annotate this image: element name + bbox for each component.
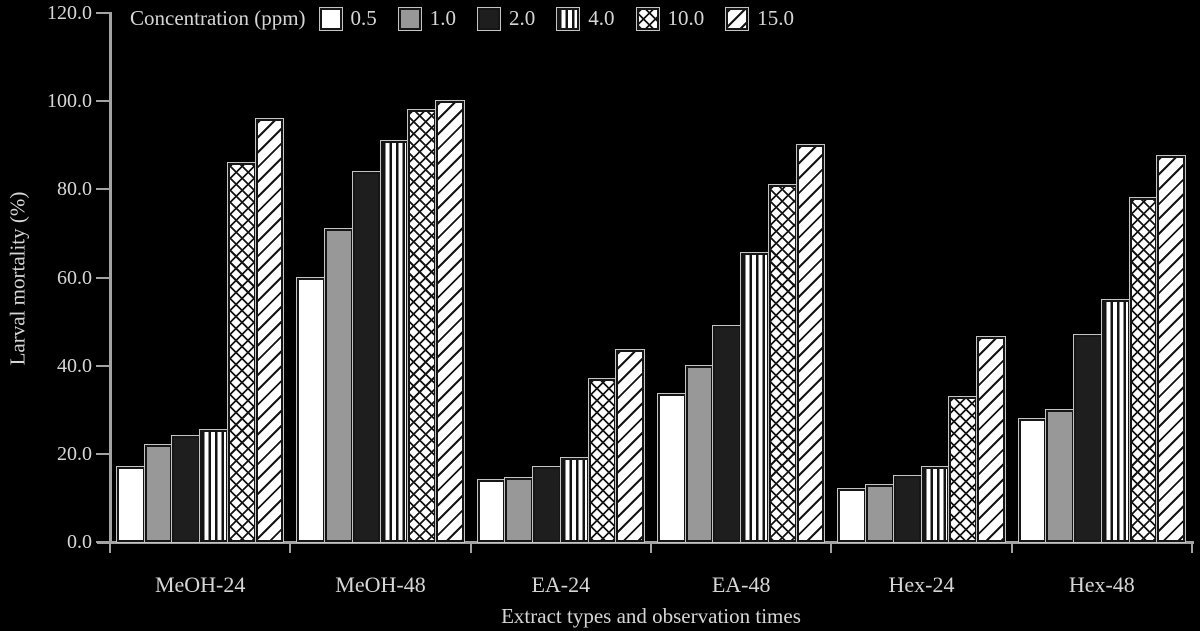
bar-MeOH-24-15.0 — [255, 118, 284, 542]
x-category-label: MeOH-24 — [154, 572, 246, 597]
bar-Hex-24-2.0 — [893, 475, 922, 542]
y-axis-line — [109, 12, 112, 544]
x-axis-tick — [650, 543, 652, 553]
bar-Hex-24-15.0 — [976, 337, 1005, 542]
bar-EA-48-2.0 — [713, 325, 742, 542]
bar-MeOH-24-2.0 — [172, 436, 201, 542]
x-axis-tick — [1010, 543, 1013, 553]
y-axis-tick — [96, 12, 110, 14]
bar-MeOH-24-4.0 — [200, 429, 228, 542]
legend-label: 15.0 — [757, 6, 795, 30]
bar-MeOH-48-10.0 — [408, 109, 436, 542]
bar-Hex-48-2.0 — [1074, 334, 1102, 542]
bar-MeOH-48-0.5 — [297, 277, 326, 542]
bar-Hex-48-0.5 — [1018, 418, 1047, 542]
bar-EA-48-1.0 — [685, 365, 714, 542]
x-axis-line — [97, 541, 1194, 544]
legend-swatch-diagonal-stripes-icon — [726, 7, 749, 30]
y-tick-label: 80.0 — [57, 178, 92, 201]
legend-item-10.0: 10.0 — [636, 6, 705, 31]
bar-MeOH-24-1.0 — [144, 445, 173, 542]
y-tick-label: 40.0 — [57, 354, 92, 377]
legend-label: 10.0 — [667, 6, 705, 30]
bar-MeOH-48-1.0 — [325, 229, 353, 542]
y-axis-tick — [96, 100, 110, 103]
bar-Hex-24-1.0 — [866, 484, 894, 542]
y-axis-tick — [96, 541, 110, 543]
legend-item-2.0: 2.0 — [478, 6, 535, 31]
bar-Hex-48-1.0 — [1046, 409, 1075, 542]
bar-MeOH-24-0.5 — [117, 467, 145, 542]
bar-Hex-24-0.5 — [838, 489, 867, 542]
bar-MeOH-48-4.0 — [380, 140, 409, 542]
bar-EA-24-2.0 — [533, 467, 561, 542]
bar-EA-48-10.0 — [768, 184, 797, 542]
y-axis-tick — [96, 188, 110, 191]
bar-Hex-24-4.0 — [921, 467, 950, 542]
legend-items: 0.5 1.0 2.0 4.0 10.0 15.0 — [319, 6, 817, 31]
x-category-label: EA-48 — [711, 572, 771, 597]
y-axis-tick — [96, 452, 110, 455]
legend-label: 1.0 — [429, 6, 457, 30]
bar-EA-24-15.0 — [616, 350, 644, 542]
y-tick-label: 120.0 — [47, 2, 92, 24]
y-tick-label: 100.0 — [47, 90, 92, 113]
legend-title: Concentration (ppm) — [130, 6, 306, 30]
y-axis-tick — [96, 276, 110, 279]
legend-item-0.5: 0.5 — [319, 6, 377, 31]
x-axis-title: Extract types and observation times — [501, 604, 801, 628]
x-axis-tick — [109, 543, 111, 553]
bar-Hex-48-4.0 — [1101, 299, 1130, 542]
bar-EA-48-4.0 — [741, 253, 769, 542]
legend-swatch-crosshatch-icon — [636, 7, 659, 30]
x-axis-tick — [1191, 543, 1193, 553]
x-axis-tick — [289, 543, 292, 553]
x-category-label: MeOH-48 — [335, 572, 426, 597]
bar-MeOH-48-2.0 — [352, 171, 381, 542]
bar-EA-48-15.0 — [796, 145, 825, 542]
legend-label: 2.0 — [509, 6, 536, 30]
x-axis-tick — [830, 543, 833, 553]
bar-MeOH-48-15.0 — [435, 101, 464, 542]
x-axis-tick — [469, 543, 472, 553]
x-category-label: EA-24 — [531, 572, 591, 597]
bar-Hex-48-10.0 — [1129, 198, 1158, 542]
legend-swatch-solid-white-icon — [319, 7, 342, 30]
legend-item-4.0: 4.0 — [557, 6, 615, 31]
bar-Hex-24-10.0 — [949, 396, 977, 542]
x-category-label: Hex-48 — [1068, 572, 1135, 597]
y-tick-label: 0.0 — [67, 531, 92, 553]
legend-swatch-solid-gray-icon — [398, 7, 421, 30]
bar-EA-24-10.0 — [588, 378, 617, 542]
legend-swatch-solid-black-icon — [478, 7, 501, 30]
x-category-label: Hex-24 — [888, 572, 955, 597]
y-axis-tick — [96, 364, 110, 367]
legend-label: 0.5 — [350, 6, 377, 30]
bar-EA-48-0.5 — [658, 394, 686, 542]
bar-Hex-48-15.0 — [1157, 156, 1185, 542]
bar-EA-24-4.0 — [560, 458, 589, 542]
legend-label: 4.0 — [588, 6, 615, 30]
y-tick-label: 20.0 — [57, 442, 92, 465]
y-tick-label: 60.0 — [57, 266, 92, 289]
bar-MeOH-24-10.0 — [227, 162, 256, 542]
legend-swatch-vertical-stripes-icon — [557, 7, 580, 30]
legend: Concentration (ppm) 0.5 1.0 2.0 4.0 10.0 15.0 — [130, 6, 816, 31]
bar-EA-24-1.0 — [505, 478, 534, 542]
bar-EA-24-0.5 — [477, 480, 506, 542]
legend-item-15.0: 15.0 — [726, 6, 794, 31]
legend-item-1.0: 1.0 — [398, 6, 457, 31]
